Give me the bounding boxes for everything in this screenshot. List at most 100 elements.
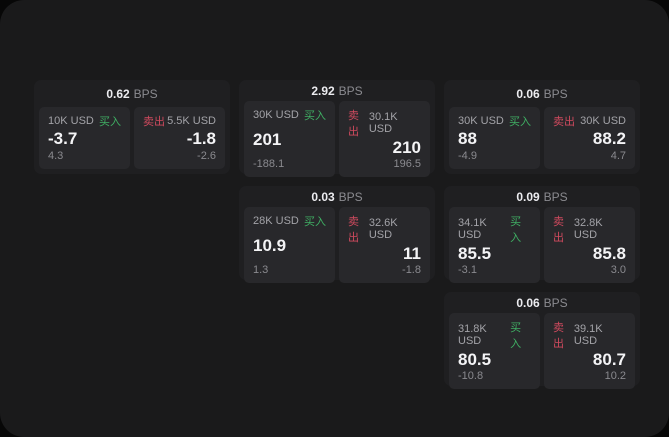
quote-card: 0.62 BPS 10K USD 买入 -3.7 4.3 卖出 5.5K USD (34, 80, 230, 174)
notional-size: 30K USD (458, 115, 504, 127)
notional-size: 30K USD (580, 115, 626, 127)
quote-card: 0.06 BPS 31.8K USD 买入 80.5 -10.8 卖出 39.1… (444, 292, 640, 389)
bps-value: 0.03 (311, 190, 335, 204)
price-value: 10.9 (253, 236, 287, 255)
notional-size: 39.1K USD (573, 323, 603, 347)
quote-panels: 10K USD 买入 -3.7 4.3 卖出 5.5K USD -1.8 -2.… (39, 107, 225, 169)
buy-quote-panel[interactable]: 28K USD 买入 10.9 1.3 (244, 207, 335, 283)
spread-header: 0.62 BPS (39, 84, 225, 104)
sell-tag: 卖出 (553, 116, 575, 128)
panel-top-row: 卖出 5.5K USD (143, 113, 216, 129)
bps-value: 2.92 (311, 84, 335, 98)
price-value: 201 (253, 130, 282, 149)
delta-value: 4.3 (48, 150, 64, 162)
buy-tag: 买入 (304, 110, 326, 122)
quote-card: 2.92 BPS 30K USD 买入 201 -188.1 卖出 30.1K … (239, 80, 435, 177)
quote-panels: 31.8K USD 买入 80.5 -10.8 卖出 39.1K USD 80.… (449, 313, 635, 389)
bps-unit: BPS (543, 296, 568, 310)
sell-tag: 卖出 (553, 216, 564, 244)
sell-tag: 卖出 (348, 216, 359, 244)
bps-unit: BPS (338, 190, 363, 204)
buy-quote-panel[interactable]: 31.8K USD 买入 80.5 -10.8 (449, 313, 540, 389)
bps-unit: BPS (133, 87, 158, 101)
notional-size: 32.6K USD (368, 217, 398, 241)
quote-panels: 34.1K USD 买入 85.5 -3.1 卖出 32.8K USD 85.8… (449, 207, 635, 283)
price-value: 11 (403, 244, 421, 263)
panel-top-row: 卖出 30.1K USD (348, 107, 421, 139)
bps-value: 0.06 (516, 296, 540, 310)
panel-top-row: 28K USD 买入 (253, 213, 326, 229)
sell-quote-panel[interactable]: 卖出 39.1K USD 80.7 10.2 (544, 313, 635, 389)
spread-header: 0.06 BPS (449, 84, 635, 104)
panel-top-row: 10K USD 买入 (48, 113, 121, 129)
sell-tag: 卖出 (348, 110, 359, 138)
buy-quote-panel[interactable]: 34.1K USD 买入 85.5 -3.1 (449, 207, 540, 283)
price-value: -1.8 (186, 129, 216, 149)
quote-card: 0.09 BPS 34.1K USD 买入 85.5 -3.1 卖出 32.8K… (444, 186, 640, 283)
price-value: 85.5 (458, 244, 492, 263)
delta-value: 10.2 (604, 369, 626, 382)
buy-tag: 买入 (510, 322, 522, 350)
panel-top-row: 卖出 39.1K USD (553, 319, 626, 351)
buy-tag: 买入 (304, 216, 326, 228)
buy-tag: 买入 (509, 116, 531, 128)
panel-top-row: 31.8K USD 买入 (458, 319, 531, 351)
buy-tag: 买入 (510, 216, 522, 244)
bps-value: 0.62 (106, 87, 130, 101)
notional-size: 30K USD (253, 109, 299, 121)
bps-value: 0.06 (516, 87, 540, 101)
price-value: 85.8 (592, 244, 626, 263)
delta-value: 3.0 (610, 263, 626, 276)
price-value: 210 (392, 138, 421, 157)
delta-value: 1.3 (253, 263, 269, 276)
quote-panels: 30K USD 买入 201 -188.1 卖出 30.1K USD 210 1… (244, 101, 430, 177)
bps-unit: BPS (543, 87, 568, 101)
panel-top-row: 34.1K USD 买入 (458, 213, 531, 245)
price-value: 80.7 (592, 350, 626, 369)
price-value: 80.5 (458, 350, 492, 369)
bps-unit: BPS (338, 84, 363, 98)
sell-quote-panel[interactable]: 卖出 5.5K USD -1.8 -2.6 (134, 107, 225, 169)
spread-header: 2.92 BPS (244, 84, 430, 98)
delta-value: -4.9 (458, 150, 477, 162)
quote-card: 0.03 BPS 28K USD 买入 10.9 1.3 卖出 32.6K US… (239, 186, 435, 283)
spread-header: 0.09 BPS (449, 190, 635, 204)
buy-quote-panel[interactable]: 10K USD 买入 -3.7 4.3 (39, 107, 130, 169)
sell-tag: 卖出 (143, 116, 165, 128)
delta-value: -10.8 (458, 369, 484, 382)
delta-value: -3.1 (458, 263, 477, 276)
delta-value: -2.6 (197, 150, 216, 162)
sell-quote-panel[interactable]: 卖出 30.1K USD 210 196.5 (339, 101, 430, 177)
panel-top-row: 30K USD 买入 (253, 107, 326, 123)
price-value: 88.2 (592, 129, 626, 149)
sell-quote-panel[interactable]: 卖出 30K USD 88.2 4.7 (544, 107, 635, 169)
delta-value: -1.8 (402, 263, 421, 276)
sell-quote-panel[interactable]: 卖出 32.8K USD 85.8 3.0 (544, 207, 635, 283)
panel-top-row: 30K USD 买入 (458, 113, 531, 129)
quote-card: 0.06 BPS 30K USD 买入 88 -4.9 卖出 30K USD (444, 80, 640, 174)
notional-size: 34.1K USD (458, 217, 487, 241)
spread-header: 0.03 BPS (244, 190, 430, 204)
panel-top-row: 卖出 32.6K USD (348, 213, 421, 245)
delta-value: -188.1 (253, 157, 285, 170)
buy-tag: 买入 (99, 116, 121, 128)
panel-top-row: 卖出 32.8K USD (553, 213, 626, 245)
bps-unit: BPS (543, 190, 568, 204)
notional-size: 31.8K USD (458, 323, 487, 347)
buy-quote-panel[interactable]: 30K USD 买入 201 -188.1 (244, 101, 335, 177)
sell-tag: 卖出 (553, 322, 564, 350)
notional-size: 30.1K USD (368, 111, 398, 135)
delta-value: 196.5 (393, 157, 421, 170)
panel-top-row: 卖出 30K USD (553, 113, 626, 129)
notional-size: 5.5K USD (167, 115, 216, 127)
sell-quote-panel[interactable]: 卖出 32.6K USD 11 -1.8 (339, 207, 430, 283)
bps-value: 0.09 (516, 190, 540, 204)
delta-value: 4.7 (610, 150, 626, 162)
buy-quote-panel[interactable]: 30K USD 买入 88 -4.9 (449, 107, 540, 169)
price-value: -3.7 (48, 129, 78, 149)
notional-size: 28K USD (253, 215, 299, 227)
notional-size: 10K USD (48, 115, 94, 127)
quote-card-grid: 0.62 BPS 10K USD 买入 -3.7 4.3 卖出 5.5K USD (34, 80, 640, 389)
quote-panels: 28K USD 买入 10.9 1.3 卖出 32.6K USD 11 -1.8 (244, 207, 430, 283)
